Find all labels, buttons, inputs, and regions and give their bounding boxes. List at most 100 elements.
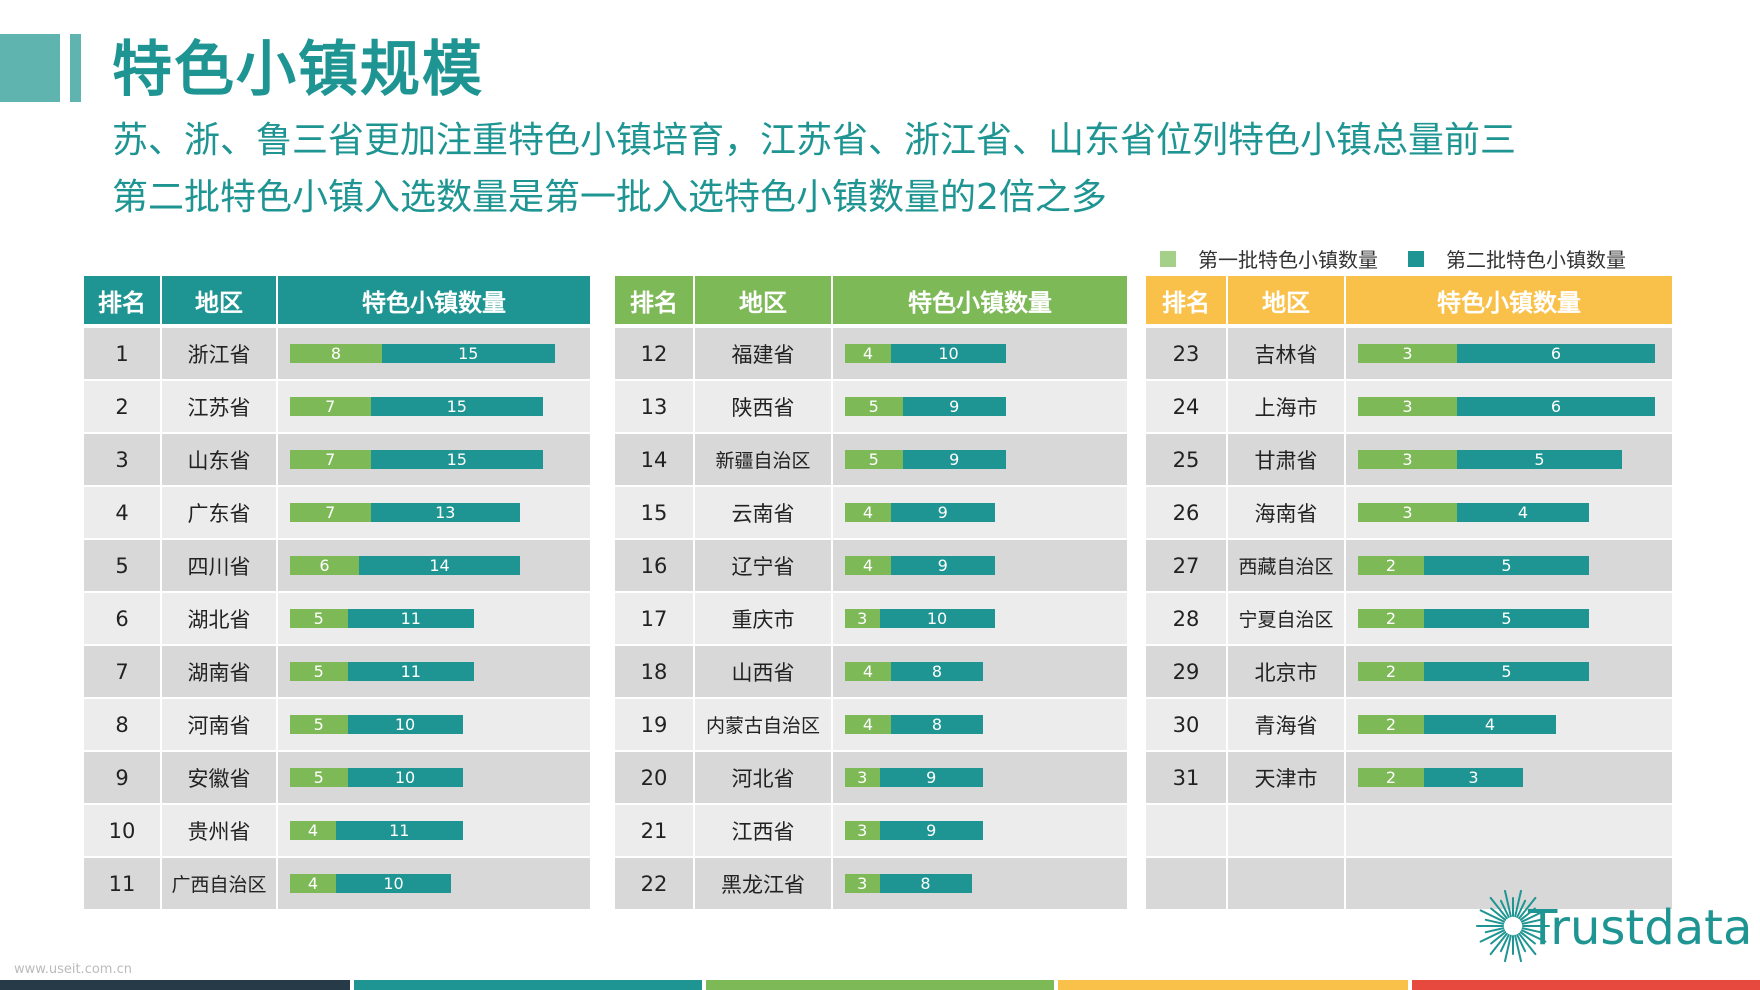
logo-ray — [1479, 929, 1505, 943]
bar-segment-first: 3 — [845, 821, 880, 840]
region-cell: 安徽省 — [162, 752, 278, 803]
bar-segment-first: 3 — [1358, 450, 1457, 469]
table-row: 21 江西省 3 9 — [615, 805, 1129, 858]
table-row: 13 陕西省 5 9 — [615, 381, 1129, 434]
bar-segment-first: 7 — [290, 397, 371, 416]
table-row — [1146, 805, 1674, 858]
bar-segment-first: 3 — [845, 768, 880, 787]
bar-segment-first: 3 — [1358, 344, 1457, 363]
rank-cell: 30 — [1146, 699, 1228, 750]
table-row: 14 新疆自治区 5 9 — [615, 434, 1129, 487]
header-rank: 排名 — [1146, 276, 1228, 324]
bar-cell: 5 11 — [278, 646, 592, 697]
rank-cell: 5 — [84, 540, 162, 591]
region-cell: 新疆自治区 — [695, 434, 833, 485]
rank-cell: 3 — [84, 434, 162, 485]
trustdata-logo-icon — [1476, 889, 1550, 963]
stacked-bar: 7 15 — [290, 397, 543, 416]
table-row: 31 天津市 2 3 — [1146, 752, 1674, 805]
bar-segment-first: 4 — [845, 344, 891, 363]
header-count: 特色小镇数量 — [278, 276, 592, 324]
rank-cell — [1146, 858, 1228, 909]
header-rank: 排名 — [84, 276, 162, 324]
legend-swatch-second — [1408, 250, 1424, 267]
rank-cell: 15 — [615, 487, 695, 538]
header-region: 地区 — [162, 276, 278, 324]
logo-ray — [1484, 918, 1505, 925]
bar-segment-second: 9 — [891, 556, 995, 575]
logo-ray — [1514, 934, 1522, 963]
table-row: 25 甘肃省 3 5 — [1146, 434, 1674, 487]
bar-cell — [1346, 858, 1674, 909]
region-cell: 吉林省 — [1228, 328, 1346, 379]
bar-segment-second: 15 — [370, 450, 543, 469]
region-cell: 福建省 — [695, 328, 833, 379]
bar-segment-first: 4 — [845, 503, 891, 522]
legend-item-second: 第二批特色小镇数量 — [1408, 244, 1626, 273]
bar-cell: 3 10 — [833, 593, 1129, 644]
bar-segment-second: 14 — [359, 556, 520, 575]
logo-ray — [1519, 931, 1536, 945]
bar-segment-first: 7 — [290, 503, 371, 522]
table-row: 4 广东省 7 13 — [84, 487, 592, 540]
ranking-table-1: 排名 地区 特色小镇数量 1 浙江省 8 15 2 江苏省 7 15 3 山东省 7 15 4 广东省 7 13 5 四… — [84, 276, 592, 911]
subtitle-line-1: 苏、浙、鲁三省更加注重特色小镇培育，江苏省、浙江省、山东省位列特色小镇总量前三 — [112, 120, 1517, 161]
rank-cell: 31 — [1146, 752, 1228, 803]
bar-segment-first: 3 — [845, 874, 880, 893]
stacked-bar: 4 10 — [290, 874, 451, 893]
region-cell: 重庆市 — [695, 593, 833, 644]
rank-cell: 25 — [1146, 434, 1228, 485]
rank-cell: 27 — [1146, 540, 1228, 591]
table-row: 10 贵州省 4 11 — [84, 805, 592, 858]
bar-segment-second: 6 — [1457, 397, 1655, 416]
table-row: 28 宁夏自治区 2 5 — [1146, 593, 1674, 646]
region-cell: 山东省 — [162, 434, 278, 485]
logo-ray — [1516, 899, 1527, 918]
header-region: 地区 — [1228, 276, 1346, 324]
logo-ray — [1499, 934, 1510, 953]
logo-ray — [1479, 909, 1505, 923]
table-row: 12 福建省 4 10 — [615, 328, 1129, 381]
subtitle-line-2: 第二批特色小镇入选数量是第一批入选特色小镇数量的2倍之多 — [112, 177, 1107, 218]
region-cell: 江苏省 — [162, 381, 278, 432]
bar-segment-first: 2 — [1358, 662, 1424, 681]
bar-cell: 4 10 — [833, 328, 1129, 379]
region-cell: 湖北省 — [162, 593, 278, 644]
stacked-bar: 3 10 — [845, 609, 995, 628]
footer-bar-orange — [1058, 980, 1408, 990]
header-region: 地区 — [695, 276, 833, 324]
table-row: 27 西藏自治区 2 5 — [1146, 540, 1674, 593]
region-cell: 云南省 — [695, 487, 833, 538]
rank-cell: 17 — [615, 593, 695, 644]
region-cell: 西藏自治区 — [1228, 540, 1346, 591]
bar-segment-second: 9 — [879, 768, 983, 787]
header-rank: 排名 — [615, 276, 695, 324]
bar-segment-first: 4 — [290, 821, 336, 840]
chart-legend: 第一批特色小镇数量 第二批特色小镇数量 — [1160, 244, 1656, 273]
table-row: 2 江苏省 7 15 — [84, 381, 592, 434]
table-row: 30 青海省 2 4 — [1146, 699, 1674, 752]
bar-segment-second: 9 — [891, 503, 995, 522]
logo-ray — [1521, 909, 1547, 923]
logo-ray — [1504, 889, 1512, 918]
rank-cell: 19 — [615, 699, 695, 750]
header-count: 特色小镇数量 — [1346, 276, 1674, 324]
region-cell: 甘肃省 — [1228, 434, 1346, 485]
page-title: 特色小镇规模 — [112, 35, 484, 105]
bar-segment-first: 3 — [845, 609, 880, 628]
bar-segment-first: 4 — [845, 556, 891, 575]
rank-cell — [1146, 805, 1228, 856]
rank-cell: 23 — [1146, 328, 1228, 379]
